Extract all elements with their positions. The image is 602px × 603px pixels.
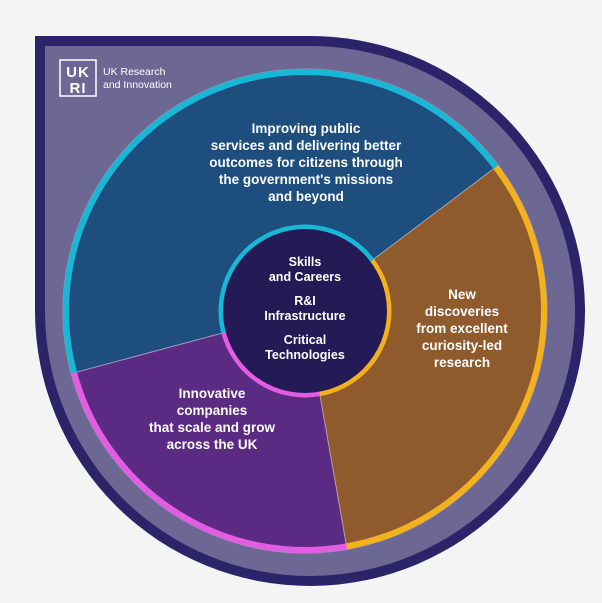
ukri-logo: UK RI UK Research and Innovation [59,59,172,97]
label-public-line: Improving public [252,121,361,136]
org-name-line-1: UK Research [103,66,166,78]
label-companies-line: across the UK [167,437,258,452]
core-rim-companies [221,332,321,398]
label-public-services: Improving public services and delivering… [209,121,403,204]
label-discoveries-line: curiosity-led [422,338,502,353]
org-name-line-2: and Innovation [103,79,172,91]
label-companies-line: companies [177,403,248,418]
label-public-line: the government's missions [219,172,393,187]
rim-public-services [63,69,499,374]
label-companies-line: Innovative [179,386,246,401]
rim-discoveries [345,165,547,550]
core-line: and Careers [269,270,341,284]
label-public-line: services and delivering better [211,138,402,153]
label-public-line: and beyond [268,189,344,204]
logo-line-1: UK [66,64,90,81]
core-rim-discoveries [319,258,392,397]
core-line: Infrastructure [264,309,345,323]
label-discoveries-line: New [448,287,476,302]
label-companies-line: that scale and grow [149,420,276,435]
core-labels: Skills and Careers R&I Infrastructure Cr… [264,255,345,362]
label-public-line: outcomes for citizens through [209,155,403,170]
logo-line-2: RI [70,80,87,97]
label-companies: Innovative companies that scale and grow… [149,386,276,452]
label-discoveries: New discoveries from excellent curiosity… [416,287,508,370]
core-circle [223,229,387,393]
core-line: R&I [294,294,316,308]
label-discoveries-line: discoveries [425,304,499,319]
label-discoveries-line: research [434,355,490,370]
core-line: Skills [289,255,322,269]
core-line: Critical [284,333,326,347]
label-discoveries-line: from excellent [416,321,508,336]
rim-companies [71,372,348,553]
logo-box [59,59,97,97]
core-line: Technologies [265,348,345,362]
core-rim-public-services [218,224,375,334]
